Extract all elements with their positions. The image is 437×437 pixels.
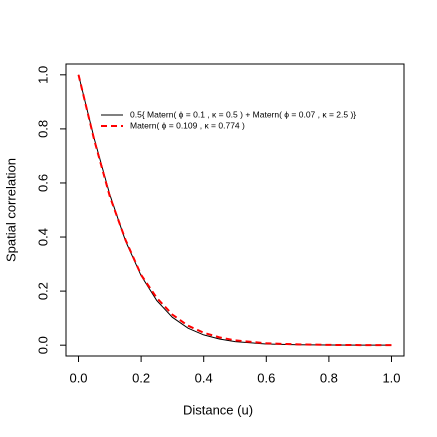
plot-frame — [65, 63, 405, 357]
x-tick-label: 0.8 — [320, 370, 338, 385]
x-tick-label: 0.0 — [69, 370, 87, 385]
x-tick-label: 0.2 — [132, 370, 150, 385]
y-tick-label: 0.2 — [35, 282, 50, 300]
series-line — [78, 74, 392, 346]
x-tick-label: 0.4 — [195, 370, 213, 385]
x-axis-label: Distance (u) — [183, 402, 253, 417]
y-tick-label: 0.8 — [35, 120, 50, 138]
x-tick-label: 0.6 — [257, 370, 275, 385]
y-axis-label: Spatial correlation — [3, 158, 18, 262]
y-tick-label: 0.0 — [35, 336, 50, 354]
x-tick-label: 1.0 — [382, 370, 400, 385]
y-tick-label: 0.4 — [35, 228, 50, 246]
y-tick-label: 0.6 — [35, 174, 50, 192]
legend-label: 0.5{ Matern( ϕ = 0.1 , κ = 0.5 ) + Mater… — [130, 109, 356, 119]
y-tick-label: 1.0 — [35, 66, 50, 84]
legend-label: Matern( ϕ = 0.109 , κ = 0.774 ) — [130, 120, 245, 130]
